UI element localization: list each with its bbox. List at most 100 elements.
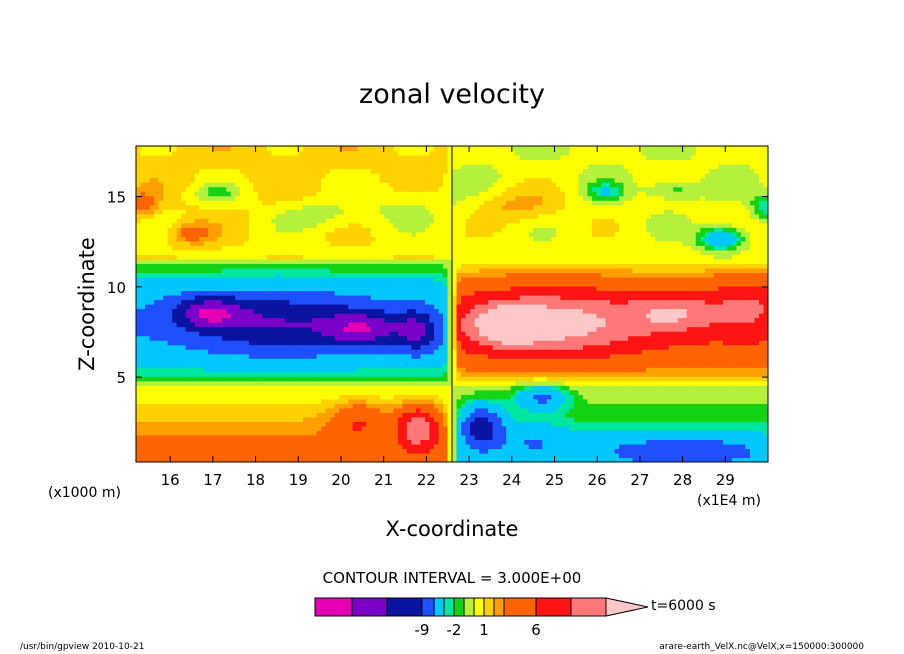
field-cell: [393, 448, 399, 454]
field-cell: [736, 389, 742, 395]
field-cell: [366, 326, 372, 332]
field-cell: [452, 308, 458, 314]
field-cell: [650, 380, 656, 386]
field-cell: [343, 430, 349, 436]
field-cell: [664, 308, 670, 314]
field-cell: [763, 322, 768, 328]
field-cell: [695, 434, 701, 441]
field-cell: [136, 380, 142, 386]
field-cell: [740, 326, 747, 332]
field-cell: [352, 412, 358, 418]
field-cell: [433, 389, 440, 395]
field-cell: [447, 313, 453, 319]
field-cell: [650, 317, 656, 323]
field-cell: [140, 443, 146, 450]
field-cell: [275, 344, 282, 350]
field-cell: [632, 407, 638, 413]
field-cell: [447, 362, 453, 368]
field-cell: [492, 326, 498, 332]
field-cell: [542, 430, 548, 436]
field-cell: [199, 326, 205, 332]
field-cell: [641, 349, 647, 355]
field-cell: [686, 335, 692, 341]
field-cell: [248, 380, 254, 386]
field-cell: [542, 371, 548, 377]
field-cell: [253, 344, 259, 350]
field-cell: [582, 403, 589, 409]
field-cell: [194, 304, 200, 310]
field-cell: [704, 322, 710, 328]
field-cell: [280, 353, 286, 359]
field-cell: [740, 430, 747, 436]
field-cell: [758, 380, 765, 386]
field-cell: [248, 403, 254, 409]
field-cell: [641, 407, 647, 413]
field-cell: [199, 412, 205, 418]
field-cell: [718, 326, 724, 332]
field-cell: [402, 331, 408, 337]
field-cell: [546, 425, 552, 431]
field-cell: [569, 412, 575, 418]
field-cell: [298, 349, 304, 355]
field-cell: [339, 398, 345, 404]
field-cell: [650, 385, 656, 391]
field-cell: [533, 349, 539, 355]
field-cell: [221, 398, 227, 404]
field-cell: [542, 394, 548, 400]
field-cell: [357, 304, 363, 310]
field-cell: [749, 371, 756, 377]
field-cell: [619, 353, 625, 359]
field-cell: [461, 353, 467, 359]
field-cell: [334, 389, 340, 395]
field-cell: [456, 335, 462, 341]
field-cell: [704, 317, 710, 323]
field-cell: [294, 362, 300, 368]
field-cell: [582, 398, 589, 404]
field-cell: [650, 331, 656, 337]
field-cell: [442, 385, 449, 391]
field-cell: [226, 313, 232, 319]
field-cell: [470, 398, 476, 404]
field-cell: [230, 412, 236, 418]
field-cell: [528, 430, 534, 436]
field-cell: [691, 439, 697, 445]
field-cell: [203, 358, 209, 364]
field-cell: [190, 430, 196, 436]
field-cell: [402, 340, 408, 346]
field-cell: [230, 394, 236, 400]
field-cell: [230, 448, 236, 454]
field-cell: [605, 412, 611, 418]
field-cell: [217, 457, 223, 462]
field-cell: [646, 371, 652, 377]
field-cell: [537, 434, 543, 441]
field-cell: [524, 308, 530, 314]
field-cell: [677, 308, 683, 314]
field-cell: [330, 299, 336, 305]
field-cell: [438, 425, 444, 431]
field-cell: [406, 443, 412, 450]
field-cell: [479, 385, 485, 391]
field-cell: [546, 362, 552, 368]
field-cell: [194, 434, 200, 441]
field-cell: [397, 376, 403, 382]
field-cell: [140, 376, 146, 382]
field-cell: [325, 331, 331, 337]
field-cell: [655, 407, 661, 413]
field-cell: [406, 394, 412, 400]
field-cell: [686, 380, 692, 386]
field-cell: [542, 412, 548, 418]
field-cell: [668, 443, 674, 450]
field-cell: [235, 335, 241, 341]
field-cell: [379, 452, 385, 459]
field-cell: [479, 313, 485, 319]
field-cell: [203, 331, 209, 337]
field-cell: [718, 439, 724, 445]
field-cell: [235, 394, 241, 400]
field-cell: [686, 367, 692, 373]
field-cell: [564, 407, 570, 413]
field-cell: [560, 407, 566, 413]
field-cell: [582, 317, 589, 323]
field-cell: [284, 457, 291, 462]
field-cell: [637, 398, 643, 404]
field-cell: [650, 308, 656, 314]
